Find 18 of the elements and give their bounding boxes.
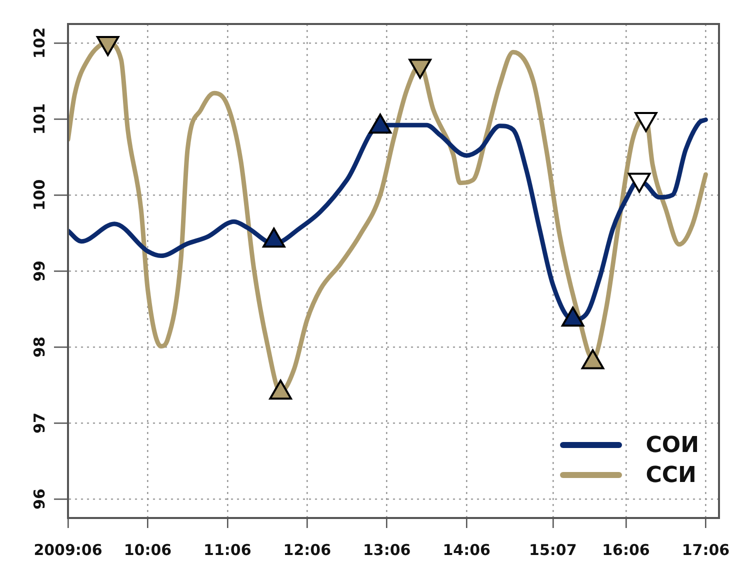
y-tick-label: 98: [30, 336, 48, 358]
x-tick-label: 16:06: [602, 540, 650, 559]
x-tick-label: 15:07: [529, 540, 577, 559]
x-tick-label: 17:06: [682, 540, 730, 559]
legend-label: СОИ: [646, 432, 699, 458]
x-tick-label: 10:06: [124, 540, 172, 559]
x-tick-label: 14:06: [442, 540, 490, 559]
y-tick-label: 101: [30, 103, 48, 135]
y-tick-label: 100: [30, 179, 48, 211]
y-tick-label: 99: [30, 260, 48, 282]
x-tick-label: 2009:06: [34, 540, 102, 559]
legend-label: ССИ: [646, 462, 696, 488]
y-tick-label: 96: [30, 488, 48, 510]
x-tick-label: 13:06: [362, 540, 411, 559]
x-tick-label: 11:06: [204, 540, 252, 559]
y-tick-label: 97: [30, 412, 48, 434]
y-tick-label: 102: [30, 27, 48, 59]
x-tick-label: 12:06: [283, 540, 332, 559]
